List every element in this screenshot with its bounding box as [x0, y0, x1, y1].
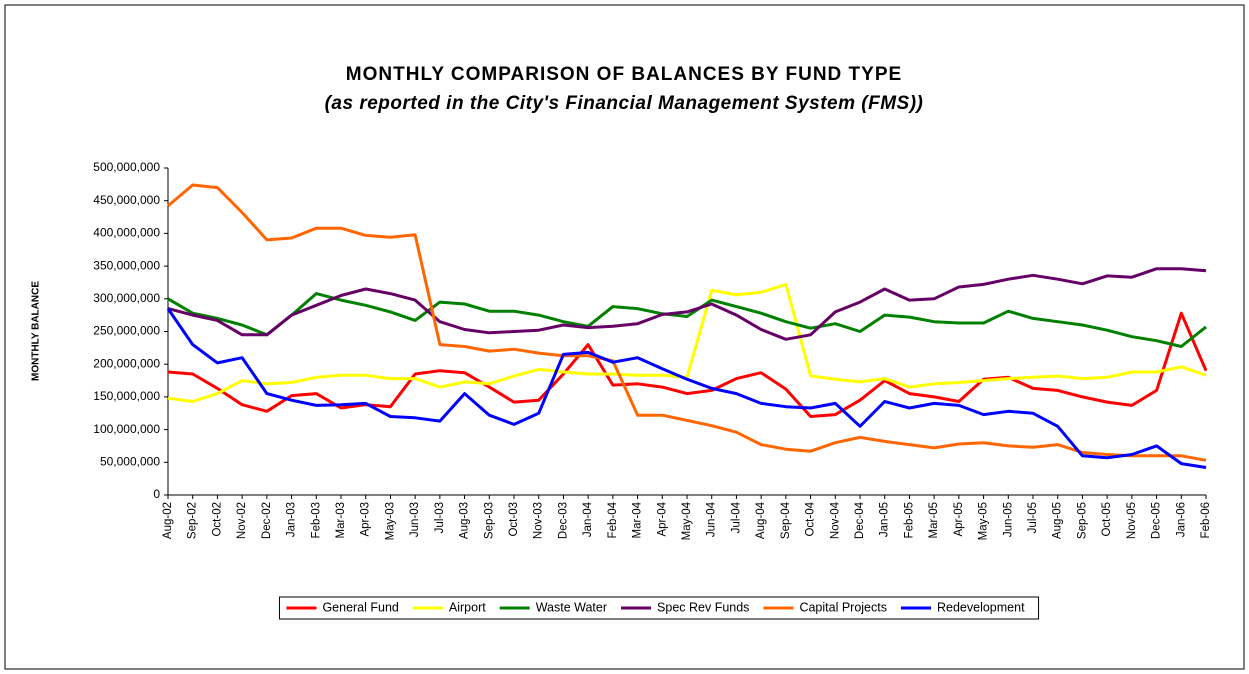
x-tick-label: May-03: [384, 502, 396, 540]
x-tick-label: Aug-05: [1052, 502, 1064, 539]
x-tick-label: Sep-02: [187, 502, 199, 539]
x-tick-label: Mar-05: [928, 502, 940, 538]
y-tick-label: 450,000,000: [93, 193, 160, 207]
x-tick-label: Mar-04: [632, 501, 644, 538]
series-line: [167, 183, 1207, 462]
y-tick-label: 300,000,000: [93, 291, 160, 305]
x-tick-label: Jan-04: [582, 501, 594, 537]
x-tick-label: Aug-03: [459, 502, 471, 539]
x-tick-label: Dec-05: [1151, 502, 1163, 539]
series-line: [167, 267, 1207, 341]
y-tick-label: 350,000,000: [93, 258, 160, 272]
x-tick-label: Jan-05: [879, 502, 891, 537]
series-line: [167, 311, 1208, 418]
x-tick-label: Nov-04: [829, 501, 841, 539]
y-tick-label: 50,000,000: [100, 454, 160, 468]
x-tick-label: Jul-03: [434, 502, 446, 533]
x-tick-label: Oct-05: [1101, 502, 1113, 537]
legend-label: General Fund: [322, 600, 398, 614]
x-tick-label: Aug-04: [755, 501, 767, 539]
x-tick-label: Apr-03: [360, 502, 372, 537]
x-tick-label: Feb-05: [903, 502, 915, 538]
x-tick-label: Jun-04: [706, 501, 718, 537]
legend-label: Redevelopment: [937, 600, 1025, 614]
legend-label: Capital Projects: [799, 600, 887, 614]
y-tick-label: 200,000,000: [93, 356, 160, 370]
x-tick-label: Jun-03: [409, 502, 421, 537]
series-line: [167, 292, 1207, 348]
series-line: [166, 307, 1207, 469]
y-tick-label: 500,000,000: [93, 160, 160, 174]
y-tick-label: 250,000,000: [93, 324, 160, 338]
x-tick-label: Sep-03: [483, 502, 495, 539]
x-tick-label: Feb-03: [310, 502, 322, 538]
legend-label: Airport: [449, 600, 486, 614]
x-tick-label: Dec-02: [261, 502, 273, 539]
x-tick-label: Nov-03: [533, 502, 545, 539]
x-tick-label: Feb-04: [607, 501, 619, 538]
legend-label: Spec Rev Funds: [657, 600, 749, 614]
chart-frame: [4, 4, 1245, 670]
x-tick-label: Aug-02: [162, 502, 174, 539]
legend: General Fund Airport Waste Water Spec Rev F…: [278, 596, 1040, 620]
x-tick-label: Nov-05: [1126, 502, 1138, 539]
x-tick-label: Dec-04: [854, 501, 866, 539]
x-tick-label: Oct-04: [805, 501, 817, 536]
x-tick-label: Apr-05: [953, 502, 965, 537]
x-tick-label: May-04: [681, 501, 693, 540]
x-tick-label: Jan-06: [1175, 502, 1187, 537]
y-tick-label: 150,000,000: [93, 389, 160, 403]
x-tick-label: Sep-05: [1076, 502, 1088, 539]
x-tick-label: Jul-05: [1027, 502, 1039, 533]
legend-box: [278, 596, 1040, 620]
y-tick-label: 100,000,000: [93, 422, 160, 436]
x-tick-label: Jul-04: [730, 501, 742, 533]
x-tick-label: Sep-04: [780, 501, 792, 539]
x-tick-label: Jun-05: [1002, 502, 1014, 537]
x-tick-label: Oct-02: [211, 502, 223, 537]
x-tick-label: May-05: [978, 502, 990, 540]
x-tick-label: Feb-06: [1200, 502, 1212, 538]
x-tick-label: Oct-03: [508, 502, 520, 537]
x-tick-label: Dec-03: [557, 502, 569, 539]
x-tick-label: Nov-02: [236, 502, 248, 539]
x-tick-label: Mar-03: [335, 502, 347, 538]
x-tick-label: Jan-03: [286, 502, 298, 537]
chart-title: MONTHLY COMPARISON OF BALANCES BY FUND T…: [346, 64, 902, 85]
series-line: [167, 282, 1207, 403]
y-tick-label: 0: [153, 487, 160, 501]
y-axis-label: MONTHLY BALANCE: [31, 281, 42, 381]
y-tick-label: 400,000,000: [93, 226, 160, 240]
chart-subtitle: (as reported in the City's Financial Man…: [325, 93, 924, 114]
x-tick-label: Apr-04: [656, 501, 668, 536]
legend-label: Waste Water: [536, 600, 607, 614]
